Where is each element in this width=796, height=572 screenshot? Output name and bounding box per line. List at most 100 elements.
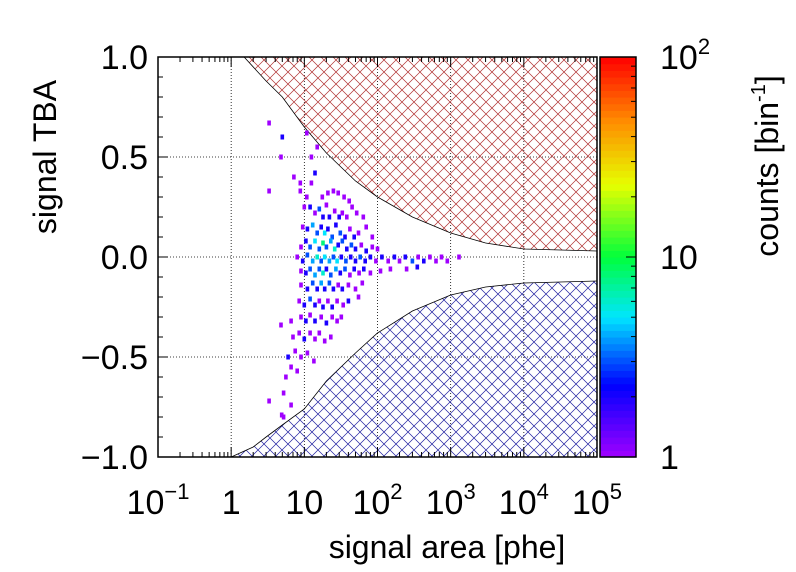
colorbar-band (600, 103, 636, 111)
colorbar-band (600, 450, 636, 458)
heatmap-cell (352, 234, 356, 240)
heatmap-cell (293, 348, 297, 354)
heatmap-cell (329, 238, 333, 244)
x-tick-label: 1 (222, 484, 241, 522)
heatmap-cell (313, 302, 317, 308)
heatmap-cell (343, 266, 347, 272)
colorbar-band (600, 330, 636, 338)
heatmap-cell (326, 190, 330, 196)
colorbar-band (600, 217, 636, 225)
heatmap-cell (320, 194, 325, 200)
colorbar-band (600, 397, 636, 405)
heatmap-cell (422, 258, 426, 264)
heatmap-cell (353, 246, 358, 252)
colorbar-band (600, 257, 636, 265)
colorbar-band (600, 150, 636, 158)
heatmap-cell (327, 214, 332, 220)
heatmap-cell (305, 194, 309, 200)
heatmap-cell (339, 254, 344, 260)
heatmap-cell (337, 214, 341, 220)
x-tick-label: 104 (499, 479, 549, 522)
heatmap-cell (300, 224, 305, 230)
y-tick-labels: 1.0 0.5 0.0 −0.5 −1.0 (81, 39, 148, 477)
heatmap-cell (319, 258, 323, 264)
heatmap-cell (308, 296, 312, 302)
heatmap-cell (319, 280, 323, 286)
colorbar-band (600, 190, 636, 198)
x-tick-labels: 10−1 1 10 102 103 104 105 (127, 479, 623, 522)
heatmap-cell (334, 222, 338, 228)
heatmap-cell (305, 350, 310, 356)
heatmap-cell (299, 282, 303, 288)
colorbar-band (600, 317, 636, 325)
axis-ticks (157, 56, 595, 458)
heatmap-cell (338, 270, 343, 276)
heatmap-cell (345, 246, 349, 252)
colorbar-band (600, 250, 636, 258)
colorbar-band (600, 77, 636, 85)
colorbar-band (600, 163, 636, 171)
heatmap-cell (327, 258, 332, 264)
heatmap-cell (304, 238, 308, 244)
heatmap-cell (457, 254, 461, 260)
heatmap-cell (336, 282, 340, 288)
colorbar-band (600, 443, 636, 451)
heatmap-cell (317, 330, 322, 336)
heatmap-cell (308, 244, 312, 250)
heatmap-cell (279, 322, 283, 328)
heatmap-cell (348, 272, 352, 278)
heatmap-cell (297, 330, 301, 336)
colorbar-band (600, 410, 636, 418)
heatmap-cell (315, 286, 319, 292)
y-axis-label: signal TBA (27, 79, 63, 234)
colorbar-ticks: 102 10 1 (626, 34, 710, 477)
colorbar-band (600, 117, 636, 125)
heatmap-cell (324, 202, 329, 208)
colorbar-band (600, 243, 636, 251)
colorbar-band (600, 90, 636, 98)
colorbar-band (600, 223, 636, 231)
colorbar-band (600, 83, 636, 91)
heatmap-cell (267, 120, 271, 126)
y-tick-label: −1.0 (81, 439, 148, 477)
heatmap-cell (267, 398, 271, 404)
heatmap-cell (344, 258, 348, 264)
heatmap-cell (299, 268, 303, 274)
colorbar-band (600, 390, 636, 398)
heatmap-cell (313, 336, 317, 342)
heatmap-cell (302, 302, 307, 308)
heatmap-cell (312, 358, 316, 364)
heatmap-cell (305, 130, 309, 136)
heatmap-cell (368, 254, 373, 260)
heatmap-cell (304, 270, 308, 276)
colorbar-band (600, 143, 636, 151)
colorbar-band (600, 210, 636, 218)
heatmap-cell (281, 414, 286, 420)
heatmap-cell (428, 254, 432, 260)
heatmap-cell (326, 298, 330, 304)
heatmap-cell (336, 242, 340, 248)
heatmap-cell (348, 226, 352, 232)
colorbar-band (600, 110, 636, 118)
heatmap-cell (326, 226, 330, 232)
colorbar-band (600, 297, 636, 305)
heatmap-cell (315, 144, 319, 150)
heatmap-cell (324, 266, 329, 272)
colorbar-band (600, 417, 636, 425)
heatmap-cell (313, 272, 317, 278)
y-tick-label: −0.5 (81, 339, 148, 377)
heatmap-cell (295, 254, 299, 260)
excluded-region-lower (231, 281, 597, 457)
heatmap-cell (347, 198, 351, 204)
heatmap-cell (404, 266, 409, 272)
heatmap-cell (289, 364, 293, 370)
colorbar-band (600, 230, 636, 238)
heatmap-cell (327, 280, 332, 286)
heatmap-cell (319, 314, 323, 320)
colorbar-band (600, 177, 636, 185)
heatmap-cell (331, 286, 336, 292)
heatmap-cell (315, 230, 319, 236)
heatmap-cell (330, 314, 334, 320)
heatmap-cell (370, 244, 375, 250)
heatmap-cell (317, 266, 322, 272)
